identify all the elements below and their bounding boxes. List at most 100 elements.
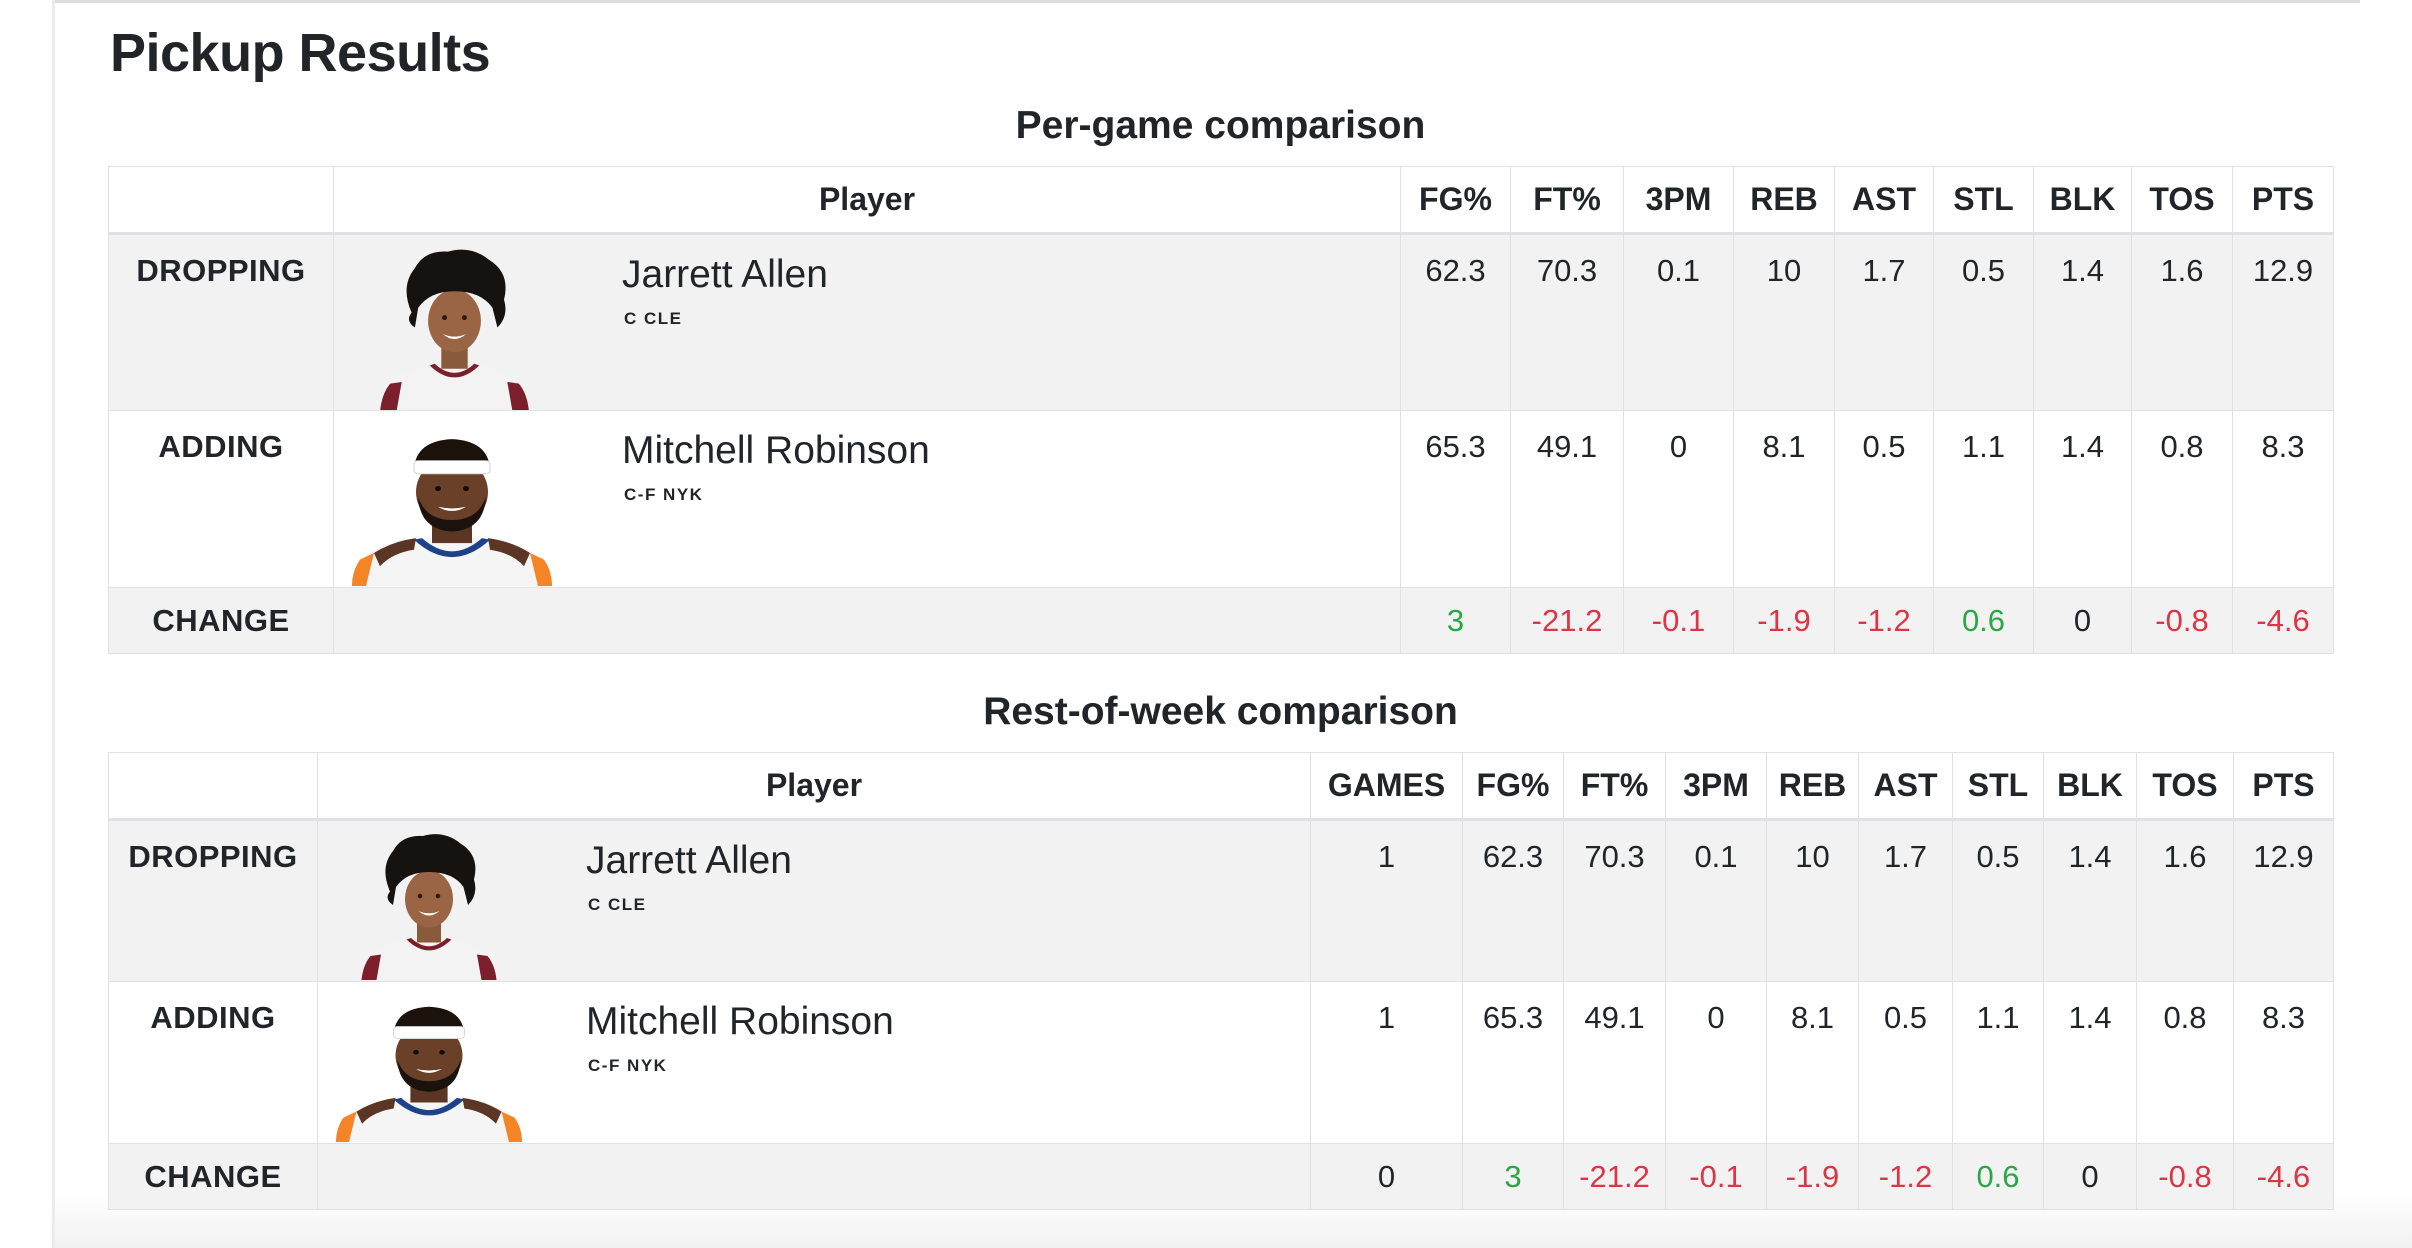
stat-pts: 8.3 [2232, 410, 2334, 588]
change-reb: -1.9 [1733, 587, 1835, 654]
header-ft: FT% [1563, 752, 1666, 820]
adding-player-cell: Mitchell Robinson C-F NYK [317, 981, 1311, 1144]
player-position-team: C CLE [624, 309, 683, 328]
header-ast: AST [1834, 166, 1934, 234]
player-headshot-allen [354, 829, 504, 981]
stat-tos: 0.8 [2136, 981, 2234, 1144]
stat-3pm: 0.1 [1623, 233, 1734, 411]
stat-reb: 8.1 [1766, 981, 1859, 1144]
header-stl: STL [1933, 166, 2034, 234]
header-blk: BLK [2043, 752, 2137, 820]
header-fg: FG% [1400, 166, 1511, 234]
stat-blk: 1.4 [2033, 410, 2132, 588]
stat-ast: 0.5 [1858, 981, 1953, 1144]
change-ast: -1.2 [1834, 587, 1934, 654]
stat-ast: 1.7 [1858, 819, 1953, 982]
stat-games: 1 [1310, 981, 1463, 1144]
stat-fg: 65.3 [1462, 981, 1564, 1144]
change-blk: 0 [2043, 1143, 2137, 1210]
stat-ft: 49.1 [1510, 410, 1624, 588]
change-ast: -1.2 [1858, 1143, 1953, 1210]
header-tos: TOS [2136, 752, 2234, 820]
player-name[interactable]: Mitchell Robinson [586, 1000, 894, 1043]
change-fg: 3 [1462, 1143, 1564, 1210]
stat-ft: 49.1 [1563, 981, 1666, 1144]
adding-label: ADDING [108, 410, 334, 588]
stat-stl: 1.1 [1952, 981, 2044, 1144]
stat-ast: 1.7 [1834, 233, 1934, 411]
change-reb: -1.9 [1766, 1143, 1859, 1210]
per-game-table: Player FG% FT% 3PM REB AST STL BLK TOS P… [108, 166, 2334, 654]
adding-row: ADDING Mitchell Robinson C-F NYK 1 65.3 … [108, 981, 2334, 1144]
change-stl: 0.6 [1952, 1143, 2044, 1210]
change-player-empty [317, 1143, 1311, 1210]
change-stl: 0.6 [1933, 587, 2034, 654]
header-empty [108, 166, 334, 234]
adding-player-cell: Mitchell Robinson C-F NYK [333, 410, 1401, 588]
dropping-label: DROPPING [108, 819, 318, 982]
stat-blk: 1.4 [2043, 819, 2137, 982]
stat-games: 1 [1310, 819, 1463, 982]
rest-of-week-table: Player GAMES FG% FT% 3PM REB AST STL BLK… [108, 752, 2334, 1210]
change-row: CHANGE 0 3 -21.2 -0.1 -1.9 -1.2 0.6 0 -0… [108, 1143, 2334, 1210]
player-headshot-allen [372, 245, 537, 410]
stat-3pm: 0 [1665, 981, 1767, 1144]
change-3pm: -0.1 [1623, 587, 1734, 654]
change-row: CHANGE 3 -21.2 -0.1 -1.9 -1.2 0.6 0 -0.8… [108, 587, 2334, 654]
header-pts: PTS [2232, 166, 2334, 234]
header-games: GAMES [1310, 752, 1463, 820]
dropping-row: DROPPING Jarrett Allen C CLE 1 62.3 70.3… [108, 819, 2334, 982]
change-games: 0 [1310, 1143, 1463, 1210]
change-fg: 3 [1400, 587, 1511, 654]
table-header-row: Player GAMES FG% FT% 3PM REB AST STL BLK… [108, 752, 2334, 820]
header-reb: REB [1766, 752, 1859, 820]
stat-pts: 8.3 [2233, 981, 2334, 1144]
player-name[interactable]: Jarrett Allen [586, 839, 792, 882]
player-name[interactable]: Mitchell Robinson [622, 429, 930, 472]
stat-ast: 0.5 [1834, 410, 1934, 588]
top-divider [55, 0, 2360, 3]
stat-pts: 12.9 [2233, 819, 2334, 982]
change-label: CHANGE [108, 587, 334, 654]
per-game-title: Per-game comparison [1015, 104, 1426, 147]
player-position-team: C-F NYK [624, 485, 704, 504]
dropping-label: DROPPING [108, 233, 334, 411]
header-player: Player [317, 752, 1311, 820]
header-reb: REB [1733, 166, 1835, 234]
stat-tos: 1.6 [2131, 233, 2233, 411]
change-blk: 0 [2033, 587, 2132, 654]
change-ft: -21.2 [1563, 1143, 1666, 1210]
stat-reb: 8.1 [1733, 410, 1835, 588]
adding-row: ADDING Mitchell Robinson C-F NYK 65.3 49… [108, 410, 2334, 588]
adding-label: ADDING [108, 981, 318, 1144]
player-position-team: C CLE [588, 895, 647, 914]
page-title: Pickup Results [110, 23, 491, 83]
stat-fg: 65.3 [1400, 410, 1511, 588]
dropping-player-cell: Jarrett Allen C CLE [333, 233, 1401, 411]
header-3pm: 3PM [1665, 752, 1767, 820]
stat-blk: 1.4 [2033, 233, 2132, 411]
stat-pts: 12.9 [2232, 233, 2334, 411]
stat-tos: 1.6 [2136, 819, 2234, 982]
stat-3pm: 0 [1623, 410, 1734, 588]
change-pts: -4.6 [2232, 587, 2334, 654]
stat-fg: 62.3 [1462, 819, 1564, 982]
change-tos: -0.8 [2136, 1143, 2234, 1210]
stat-stl: 1.1 [1933, 410, 2034, 588]
dropping-player-cell: Jarrett Allen C CLE [317, 819, 1311, 982]
rest-of-week-title: Rest-of-week comparison [983, 690, 1458, 733]
stat-ft: 70.3 [1563, 819, 1666, 982]
page-left-edge [52, 0, 55, 1248]
player-position-team: C-F NYK [588, 1056, 668, 1075]
stat-blk: 1.4 [2043, 981, 2137, 1144]
header-pts: PTS [2233, 752, 2334, 820]
header-player: Player [333, 166, 1401, 234]
change-player-empty [333, 587, 1401, 654]
change-tos: -0.8 [2131, 587, 2233, 654]
player-headshot-robinson [336, 990, 522, 1142]
header-tos: TOS [2131, 166, 2233, 234]
stat-reb: 10 [1733, 233, 1835, 411]
player-name[interactable]: Jarrett Allen [622, 253, 828, 296]
stat-stl: 0.5 [1952, 819, 2044, 982]
header-empty [108, 752, 318, 820]
